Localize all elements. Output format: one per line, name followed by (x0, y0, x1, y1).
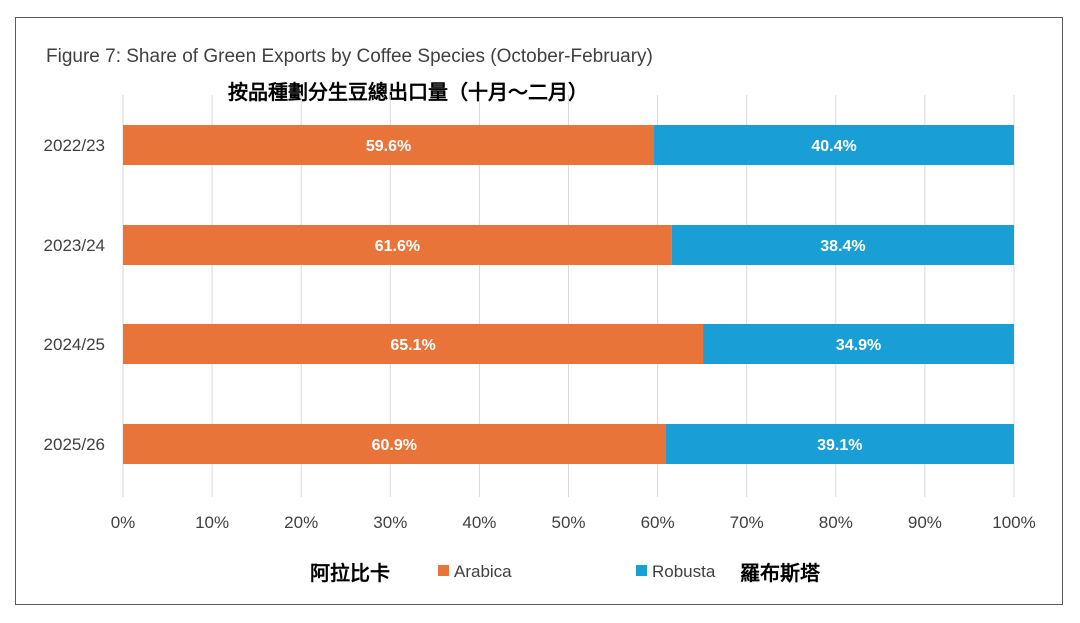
x-tick-label: 0% (111, 513, 136, 532)
x-tick-label: 100% (992, 513, 1035, 532)
x-tick-label: 70% (730, 513, 764, 532)
x-tick-label: 90% (908, 513, 942, 532)
data-label: 39.1% (817, 437, 862, 454)
x-tick-label: 40% (462, 513, 496, 532)
legend-swatch-robusta (636, 565, 647, 576)
bar-arabica (123, 125, 655, 165)
x-tick-label: 20% (284, 513, 318, 532)
x-tick-label: 30% (373, 513, 407, 532)
legend-robusta: Robusta (652, 562, 716, 581)
bar-arabica (123, 324, 704, 364)
x-tick-label: 60% (641, 513, 675, 532)
data-label: 60.9% (372, 437, 417, 454)
data-label: 65.1% (390, 337, 435, 354)
data-label: 40.4% (811, 138, 856, 155)
legend-robusta-zh: 羅布斯塔 (740, 561, 821, 585)
legend-arabica: Arabica (454, 562, 512, 581)
category-label: 2022/23 (44, 136, 105, 155)
bars: 59.6% 40.4% 61.6% 38.4% 65.1% 34.9% 60.9% 39.1% (123, 125, 1014, 464)
bar-robusta (703, 324, 1014, 364)
x-tick-label: 10% (195, 513, 229, 532)
category-labels: 2022/23 2023/24 2024/25 2025/26 (44, 136, 105, 454)
chart-frame (15, 17, 1063, 605)
bar-robusta (671, 225, 1014, 265)
x-tick-label: 50% (551, 513, 585, 532)
legend-swatch-arabica (438, 565, 449, 576)
data-label: 59.6% (366, 138, 411, 155)
category-label: 2024/25 (44, 335, 105, 354)
legend-arabica-zh: 阿拉比卡 (310, 561, 390, 585)
chart-title: Figure 7: Share of Green Exports by Coff… (46, 46, 653, 67)
category-label: 2025/26 (44, 435, 105, 454)
x-tick-label: 80% (819, 513, 853, 532)
bar-arabica (123, 424, 666, 464)
data-label: 61.6% (375, 238, 420, 255)
legend: 阿拉比卡 Arabica Robusta 羅布斯塔 (310, 561, 821, 585)
data-label: 34.9% (836, 337, 881, 354)
x-axis-ticks: 0% 10% 20% 30% 40% 50% 60% 70% 80% 90% 100% (111, 513, 1036, 532)
data-label: 38.4% (820, 238, 865, 255)
bar-robusta (654, 125, 1014, 165)
bar-robusta (665, 424, 1014, 464)
bar-arabica (123, 225, 672, 265)
chart-subtitle: 按品種劃分生豆總出口量（十月～二月） (228, 80, 588, 104)
category-label: 2023/24 (44, 236, 105, 255)
